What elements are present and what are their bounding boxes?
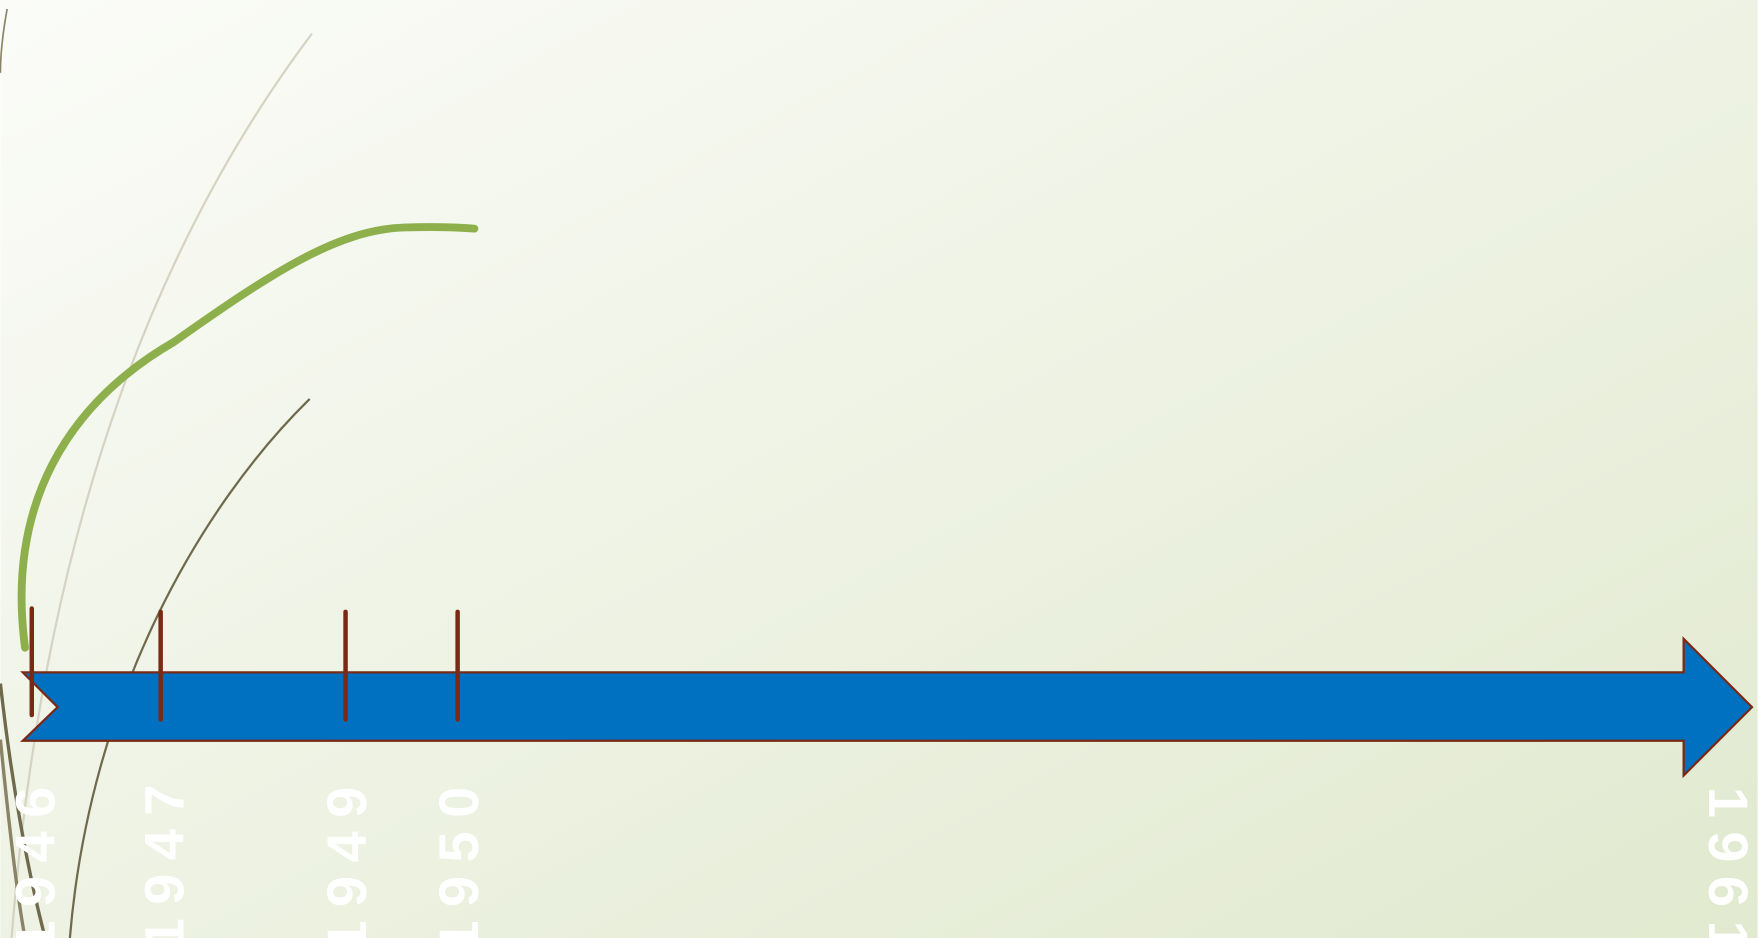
year-label: 1961 — [1697, 787, 1758, 938]
year-label: 1950 — [427, 773, 490, 938]
background — [0, 0, 1757, 938]
year-label: 1949 — [315, 773, 378, 938]
year-label: 1946 — [3, 773, 66, 938]
year-label: 1947 — [132, 771, 195, 938]
page: 1946 1947 1949 1950 1961 (() => { const … — [0, 0, 1758, 938]
slide: 1946 1947 1949 1950 1961 — [0, 0, 1758, 938]
